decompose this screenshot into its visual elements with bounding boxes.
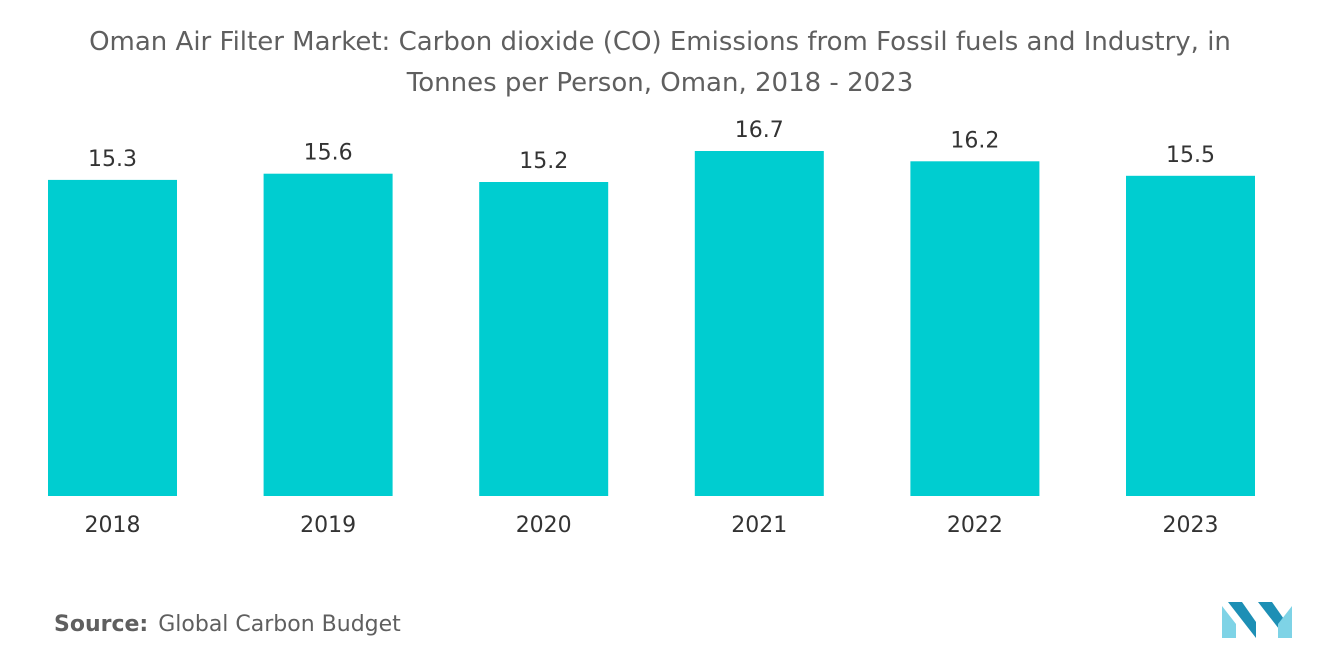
logo-shape-left <box>1222 606 1236 638</box>
bar-2022 <box>910 161 1040 497</box>
value-label-2019: 15.6 <box>304 141 353 166</box>
bar-2023 <box>1126 175 1255 497</box>
bar-2018 <box>48 179 177 496</box>
x-tick-label-2022: 2022 <box>947 513 1003 538</box>
chart-title: Oman Air Filter Market: Carbon dioxide (… <box>0 22 1320 104</box>
value-label-2020: 15.2 <box>519 149 568 174</box>
source-value: Global Carbon Budget <box>158 612 401 637</box>
x-tick-label-2021: 2021 <box>731 513 787 538</box>
source-note: Source: Global Carbon Budget <box>54 612 401 637</box>
bar-2021 <box>694 151 824 496</box>
chart-title-line-2: Tonnes per Person, Oman, 2018 - 2023 <box>406 68 914 98</box>
logo-shape-mid-left <box>1228 602 1256 638</box>
bar-2019 <box>263 173 393 496</box>
value-label-2023: 15.5 <box>1166 143 1215 168</box>
mordor-intelligence-logo-icon <box>1222 602 1292 638</box>
x-tick-label-2018: 2018 <box>85 513 141 538</box>
x-tick-label-2023: 2023 <box>1163 513 1219 538</box>
value-label-2022: 16.2 <box>950 128 999 153</box>
source-key: Source: <box>54 612 149 637</box>
logo-shape-right <box>1278 606 1292 638</box>
x-tick-label-2020: 2020 <box>516 513 572 538</box>
bar-2020 <box>479 182 609 496</box>
value-label-2018: 15.3 <box>88 147 137 172</box>
value-label-2021: 16.7 <box>735 118 784 143</box>
chart-title-line-1: Oman Air Filter Market: Carbon dioxide (… <box>89 27 1231 57</box>
x-tick-label-2019: 2019 <box>300 513 356 538</box>
